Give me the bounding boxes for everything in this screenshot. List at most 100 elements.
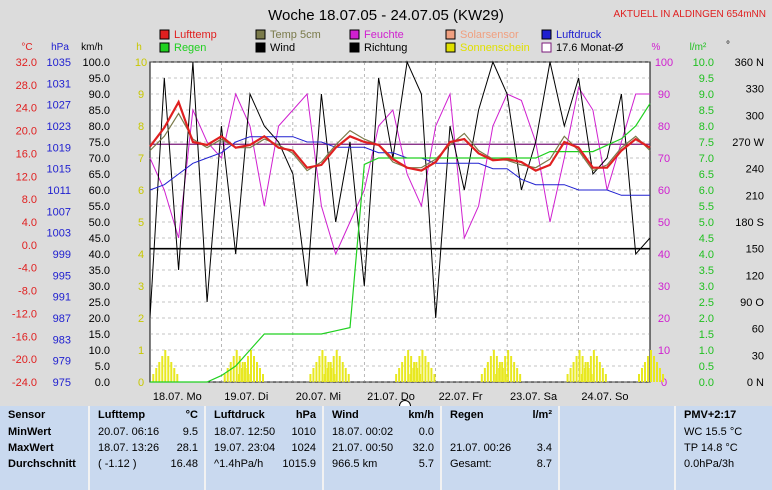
sunshine-bar [581, 356, 584, 382]
sunshine-bar [510, 356, 513, 382]
sunshine-bar [404, 356, 407, 382]
tick-rain: 9.5 [699, 73, 714, 85]
sunshine-bar [412, 368, 415, 382]
tick-rain: 8.0 [699, 121, 714, 133]
sunshine-bar [575, 356, 578, 382]
sunshine-bar [641, 368, 643, 382]
x-tick-label: 18.07. Mo [153, 391, 202, 403]
luftdruck-min-value: 1010 [291, 426, 316, 438]
tick-rain: 1.0 [699, 345, 714, 357]
sunshine-bar [262, 374, 264, 382]
legend-swatch [255, 42, 266, 53]
axis-unit: ° [726, 40, 730, 51]
sunshine-bar [244, 362, 246, 382]
legend-label: Feuchte [364, 29, 404, 41]
chart-subtitle: AKTUELL IN ALDINGEN 654mNN [614, 9, 766, 20]
sunshine-bar [167, 356, 170, 382]
sunshine-bar [519, 374, 522, 382]
tick-rain: 5.0 [699, 217, 714, 229]
series-regen [150, 103, 651, 383]
lufttemp-unit: °C [185, 409, 198, 421]
wind-distance: 966.5 km [332, 458, 378, 470]
sunshine-bar [398, 368, 401, 382]
sunshine-bar [256, 362, 258, 382]
sunshine-bar [152, 374, 155, 382]
tick-rain: 7.5 [699, 137, 714, 149]
axis-unit: h [136, 42, 142, 53]
tick-hpa: 979 [53, 356, 71, 368]
tick-rain: 2.0 [699, 313, 714, 325]
sunshine-bar [486, 362, 489, 382]
sunshine-bar [501, 362, 504, 382]
tick-humidity: 90 [658, 89, 670, 101]
axis-unit: °C [21, 42, 32, 53]
tick-sunshine: 9 [138, 89, 144, 101]
regen-unit: l/m² [532, 409, 552, 421]
tick-temp: -16.0 [12, 331, 37, 343]
sensor-column: Sensor MinWert MaxWert Durchschnitt [0, 406, 88, 490]
sunshine-bar [341, 362, 344, 382]
sensor-row-min: MinWert [8, 426, 52, 438]
tick-temp: 12.0 [16, 171, 37, 183]
tick-direction: 60 [752, 324, 764, 336]
tick-temp: 24.0 [16, 103, 37, 115]
tick-humidity: 100 [655, 57, 673, 69]
lufttemp-avg-value: 16.48 [170, 458, 198, 470]
tick-rain: 5.5 [699, 201, 714, 213]
tick-rain: 3.5 [699, 265, 714, 277]
luftdruck-max-time: 19.07. 23:04 [214, 442, 276, 454]
tick-hpa: 975 [53, 377, 71, 389]
sunshine-bar [315, 362, 318, 382]
x-tick-label: 19.07. Di [224, 391, 268, 403]
sunshine-bar [583, 368, 586, 382]
series-wind [149, 60, 651, 319]
legend-label: Luftdruck [556, 29, 602, 41]
tick-temp: -24.0 [12, 377, 37, 389]
legend-label: Solarsensor [460, 29, 519, 41]
tick-hpa: 1007 [47, 206, 71, 218]
tick-humidity: 0 [661, 377, 667, 389]
sunshine-bar [589, 356, 592, 382]
sunshine-bar [335, 350, 338, 382]
wind-header: Wind [332, 409, 359, 421]
sunshine-bar [650, 350, 652, 382]
tick-rain: 0.0 [699, 377, 714, 389]
tick-sunshine: 5 [138, 217, 144, 229]
tick-hpa: 1015 [47, 164, 71, 176]
sunshine-bar [235, 350, 238, 382]
sunshine-bar [480, 374, 483, 382]
sunshine-bar [312, 368, 315, 382]
tick-direction: 180 S [735, 217, 764, 229]
sunshine-bar [427, 362, 430, 382]
sunshine-bar [155, 368, 158, 382]
tick-direction: 90 O [740, 297, 764, 309]
tick-kmh: 0.0 [95, 377, 110, 389]
tick-kmh: 65.0 [89, 169, 110, 181]
legend-label: Sonnenschein [460, 42, 530, 54]
tick-kmh: 40.0 [89, 249, 110, 261]
tick-sunshine: 4 [138, 249, 144, 261]
sunshine-bar [238, 356, 241, 382]
sunshine-bar [653, 356, 655, 382]
x-tick-label: 22.07. Fr [439, 391, 483, 403]
legend-swatch [159, 42, 170, 53]
x-tick-label: 20.07. Mi [296, 391, 341, 403]
tick-kmh: 5.0 [95, 361, 110, 373]
tick-direction: 0 N [747, 377, 764, 389]
tick-hpa: 991 [53, 292, 71, 304]
tick-rain: 0.5 [699, 361, 714, 373]
pmv-pressure-trend: 0.0hPa/3h [684, 458, 735, 470]
tick-hpa: 987 [53, 313, 71, 325]
tick-rain: 4.0 [699, 249, 714, 261]
tick-kmh: 90.0 [89, 89, 110, 101]
sunshine-bar [326, 368, 329, 382]
sunshine-bar [232, 356, 235, 382]
tick-rain: 6.0 [699, 185, 714, 197]
weather-chart: Woche 18.07.05 - 24.07.05 (KW29) AKTUELL … [12, 7, 766, 403]
sunshine-bar [347, 374, 350, 382]
tick-humidity: 20 [658, 313, 670, 325]
sunshine-bar [489, 356, 492, 382]
tick-kmh: 15.0 [89, 329, 110, 341]
sunshine-bar [592, 350, 595, 382]
tick-temp: -20.0 [12, 354, 37, 366]
